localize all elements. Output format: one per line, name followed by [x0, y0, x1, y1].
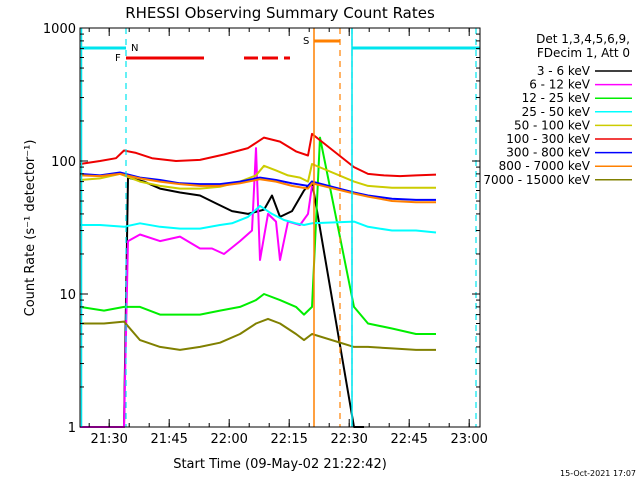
- night-flag-label: N: [131, 43, 138, 54]
- series-line-2: [79, 136, 436, 335]
- legend-label-0: 3 - 6 keV: [537, 64, 591, 78]
- legend-label-7: 800 - 7000 keV: [499, 159, 591, 173]
- legend-label-5: 100 - 300 keV: [506, 132, 590, 146]
- x-tick-label: 22:00: [210, 432, 247, 447]
- saa-flag-label: S: [303, 36, 309, 47]
- plot-area: NF S: [79, 28, 480, 428]
- legend-label-4: 50 - 100 keV: [514, 118, 591, 132]
- legend-label-2: 12 - 25 keV: [522, 91, 591, 105]
- y-tick-label: 1: [68, 421, 76, 436]
- footer-date: 15-Oct-2021 17:07: [560, 469, 636, 478]
- x-tick-label: 23:00: [450, 432, 487, 447]
- series-line-8: [80, 317, 436, 351]
- series-line-7: [79, 172, 436, 204]
- series-line-5: [79, 132, 437, 178]
- legend-label-6: 300 - 800 keV: [506, 146, 590, 160]
- legend-label-3: 25 - 50 keV: [522, 105, 591, 119]
- x-axis: 21:30 21:45 22:00 22:15 22:30 22:45 23:00: [88, 28, 488, 447]
- chart-title: RHESSI Observing Summary Count Rates: [125, 4, 435, 22]
- legend-label-1: 6 - 12 keV: [529, 78, 591, 92]
- x-tick-label: 21:45: [150, 432, 187, 447]
- legend-header-line-1: Det 1,3,4,5,6,9,: [536, 32, 630, 46]
- legend-label-8: 7000 - 15000 keV: [483, 173, 590, 187]
- y-axis: 1 10 100 1000: [43, 22, 480, 436]
- flare-flag-label: F: [115, 53, 121, 64]
- y-tick-label: 100: [51, 155, 76, 170]
- legend: Det 1,3,4,5,6,9, FDecim 1, Att 0 3 - 6 k…: [483, 32, 632, 187]
- plot-frame: [79, 27, 481, 428]
- x-tick-label: 21:30: [90, 432, 127, 447]
- x-tick-label: 22:45: [390, 432, 427, 447]
- y-tick-label: 1000: [43, 22, 76, 37]
- legend-header-line-2: FDecim 1, Att 0: [537, 46, 630, 60]
- x-tick-label: 22:15: [270, 432, 307, 447]
- series-line-3: [80, 204, 437, 234]
- y-tick-label: 10: [59, 288, 76, 303]
- x-axis-label: Start Time (09-May-02 21:22:42): [173, 457, 387, 472]
- x-tick-label: 22:30: [330, 432, 367, 447]
- series-line-4: [79, 163, 436, 190]
- y-axis-label: Count Rate (s⁻¹ detector⁻¹): [23, 140, 38, 317]
- series-line-1: [80, 147, 313, 428]
- saa-region: [314, 28, 346, 427]
